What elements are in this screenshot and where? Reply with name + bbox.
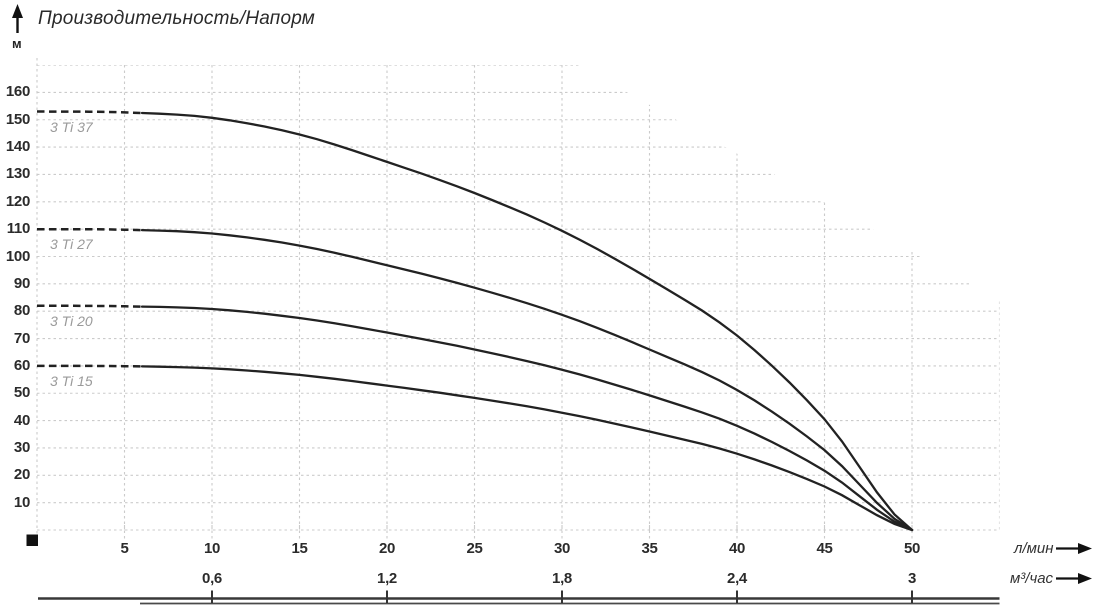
curve-dashed-3-Ti-37 (36, 110, 143, 115)
y-tick-label-70: 70 (13, 329, 30, 347)
x-tick-lmin-40: 40 (728, 540, 746, 557)
y-tick-label-150: 150 (5, 110, 30, 128)
curve-label-3-Ti-27: 3 Ti 27 (50, 236, 93, 253)
y-tick-label-40: 40 (13, 411, 30, 429)
curve-3-Ti-15 (140, 365, 914, 532)
x-tick-lmin-35: 35 (641, 540, 658, 557)
x-tick-m3h-0,6: 0,6 (202, 570, 222, 587)
y-tick-label-90: 90 (13, 274, 30, 292)
curve-3-Ti-27 (140, 228, 914, 532)
x-tick-lmin-15: 15 (291, 540, 308, 557)
x-tick-lmin-10: 10 (203, 540, 221, 557)
y-axis-unit-label: м (12, 36, 22, 51)
m3h-right-arrow-icon (1054, 572, 1094, 590)
x-tick-lmin-45: 45 (816, 540, 833, 557)
y-tick-label-10: 10 (13, 493, 30, 511)
y-tick-label-50: 50 (13, 384, 30, 402)
x-tick-m3h-1,8: 1,8 (552, 570, 572, 587)
y-tick-label-110: 110 (6, 220, 31, 238)
x-tick-lmin-5: 5 (120, 540, 129, 557)
x-tick-m3h-2,4: 2,4 (727, 570, 747, 587)
curve-dashed-3-Ti-27 (37, 227, 143, 232)
grid (37, 65, 1000, 530)
lmin-unit-label: л/мин (1014, 540, 1054, 557)
curve-label-3-Ti-37: 3 Ti 37 (50, 118, 93, 135)
y-tick-label-60: 60 (13, 356, 30, 374)
curve-3-Ti-20 (140, 305, 914, 532)
curve-dashed-3-Ti-20 (36, 304, 143, 308)
y-tick-label-30: 30 (13, 438, 30, 456)
curve-label-3-Ti-15: 3 Ti 15 (50, 372, 93, 389)
x-tick-m3h-1,2: 1,2 (377, 570, 397, 587)
x-tick-lmin-25: 25 (466, 540, 483, 557)
origin-marker (26, 534, 38, 546)
y-tick-label-130: 130 (5, 165, 30, 183)
x-tick-lmin-30: 30 (553, 540, 571, 557)
chart-title: Производительность/Напорм (38, 8, 316, 29)
y-tick-label-140: 140 (5, 138, 30, 156)
m3h-unit-label: м³/час (1010, 570, 1054, 587)
lmin-right-arrow-icon (1054, 542, 1094, 560)
curve-dashed-3-Ti-15 (37, 364, 143, 368)
x-tick-lmin-20: 20 (378, 540, 396, 557)
curve-label-3-Ti-20: 3 Ti 20 (50, 312, 93, 329)
y-tick-label-100: 100 (5, 247, 30, 265)
y-tick-label-160: 160 (5, 83, 30, 101)
y-tick-label-120: 120 (5, 192, 30, 210)
y-tick-label-20: 20 (13, 466, 30, 484)
x-tick-m3h-3: 3 (907, 570, 917, 587)
y-tick-label-80: 80 (13, 302, 30, 320)
up-arrow-icon (6, 2, 34, 41)
x-tick-lmin-50: 50 (903, 540, 921, 557)
curve-3-Ti-37 (140, 111, 914, 532)
